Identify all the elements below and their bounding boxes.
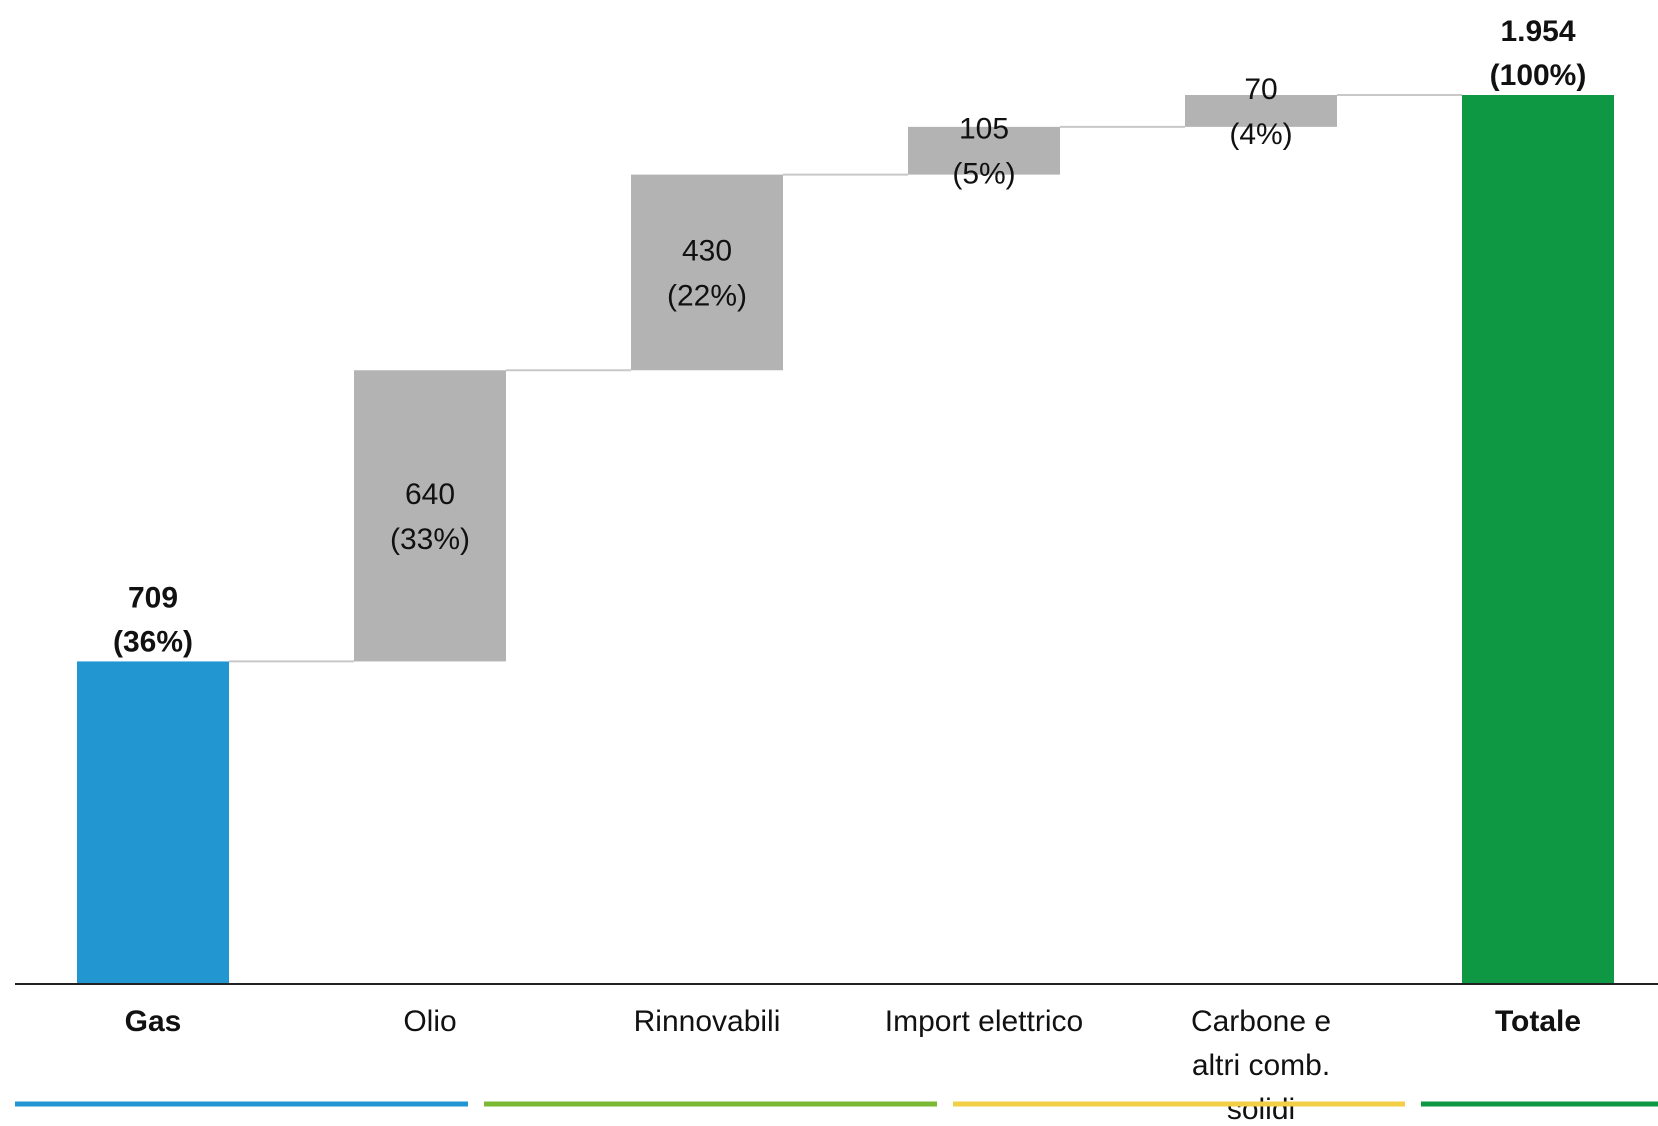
bar-rinnovabili [631,174,783,371]
category-label: Carbone e altri comb. solidi [1191,1005,1331,1126]
percent-label: (4%) [1229,118,1292,151]
bar-totale [1462,95,1614,984]
bar-olio [354,370,506,662]
percent-label: (5%) [952,158,1015,191]
category-label: Olio [403,1005,456,1038]
bar-carbone-e-altri-comb-solidi [1185,95,1337,127]
percent-label: (36%) [113,625,193,658]
bar-gas [77,661,229,984]
percent-label: (22%) [667,279,747,312]
category-label: Gas [125,1005,182,1038]
value-label: 105 [959,113,1009,146]
category-label: Totale [1495,1005,1581,1038]
value-labels: 709 (36%) 640 (33%) 430 (22%) 105 (5%) 70 (4%) 1.9… [113,15,1586,658]
value-label: 640 [405,478,455,511]
connector-lines [229,94,1462,663]
percent-label: (33%) [390,523,470,556]
bar-import-elettrico [908,126,1060,175]
value-label: 430 [682,234,732,267]
category-label: Rinnovabili [634,1005,781,1038]
category-label: Import elettrico [885,1005,1083,1038]
value-label: 1.954 [1500,15,1575,48]
bars [77,95,1614,984]
percent-label: (100%) [1490,59,1587,92]
value-label: 709 [128,581,178,614]
category-labels: Gas Olio Rinnovabili Import elettrico Carbon… [125,1005,1581,1126]
value-label: 70 [1244,73,1277,106]
